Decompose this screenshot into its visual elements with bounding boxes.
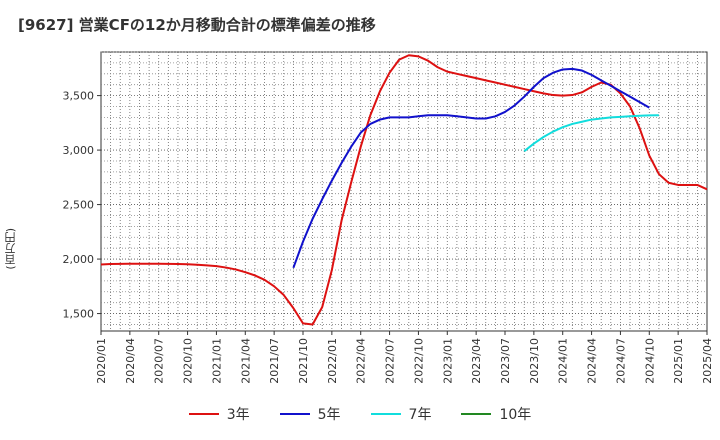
x-tick-label: 2022/01 [326, 338, 339, 384]
legend-item: 5年 [279, 404, 341, 424]
x-tick-label: 2023/01 [441, 338, 454, 384]
x-tick-label: 2022/10 [412, 338, 425, 384]
x-tick-label: 2024/07 [614, 338, 627, 384]
legend-swatch [370, 413, 401, 415]
y-tick-label: 2,000 [63, 253, 95, 266]
x-tick-label: 2023/10 [528, 338, 541, 384]
chart-title: [9627] 営業CFの12か月移動合計の標準偏差の推移 [18, 16, 376, 34]
x-tick-label: 2020/10 [182, 338, 195, 384]
legend-swatch [279, 413, 310, 415]
plot-area [100, 51, 708, 332]
x-tick-label: 2021/01 [210, 338, 223, 384]
legend-item: 10年 [461, 404, 531, 424]
x-tick-label: 2021/07 [268, 338, 281, 384]
legend-swatch [188, 413, 219, 415]
x-tick-label: 2024/01 [557, 338, 570, 384]
legend-label: 3年 [226, 407, 250, 423]
x-tick-label: 2020/07 [153, 338, 166, 384]
x-tick-label: 2023/04 [470, 338, 483, 384]
series-line-2 [523, 114, 659, 152]
x-tick-label: 2024/10 [643, 338, 656, 384]
y-tick-label: 3,000 [63, 144, 95, 157]
legend-item: 7年 [370, 404, 432, 424]
x-tick-label: 2021/04 [239, 338, 252, 384]
x-tick-label: 2022/07 [384, 338, 397, 384]
x-tick-label: 2022/04 [355, 338, 368, 384]
x-tick-label: 2021/10 [297, 338, 310, 384]
series-line-1 [292, 67, 650, 269]
x-tick-label: 2025/04 [701, 338, 714, 384]
x-tick-label: 2020/01 [95, 338, 108, 384]
legend-label: 10年 [499, 407, 532, 423]
legend-swatch [461, 413, 492, 415]
legend-label: 7年 [408, 407, 432, 423]
y-tick-label: 1,500 [63, 308, 95, 321]
x-tick-label: 2023/07 [499, 338, 512, 384]
legend-item: 3年 [188, 404, 250, 424]
x-tick-label: 2024/04 [586, 338, 599, 384]
y-tick-label: 2,500 [63, 199, 95, 212]
x-tick-label: 2020/04 [124, 338, 137, 384]
legend-label: 5年 [317, 407, 341, 423]
x-tick-label: 2025/01 [672, 338, 685, 384]
y-tick-label: 3,500 [63, 90, 95, 103]
legend: 3年 5年 7年 10年 [0, 404, 720, 424]
